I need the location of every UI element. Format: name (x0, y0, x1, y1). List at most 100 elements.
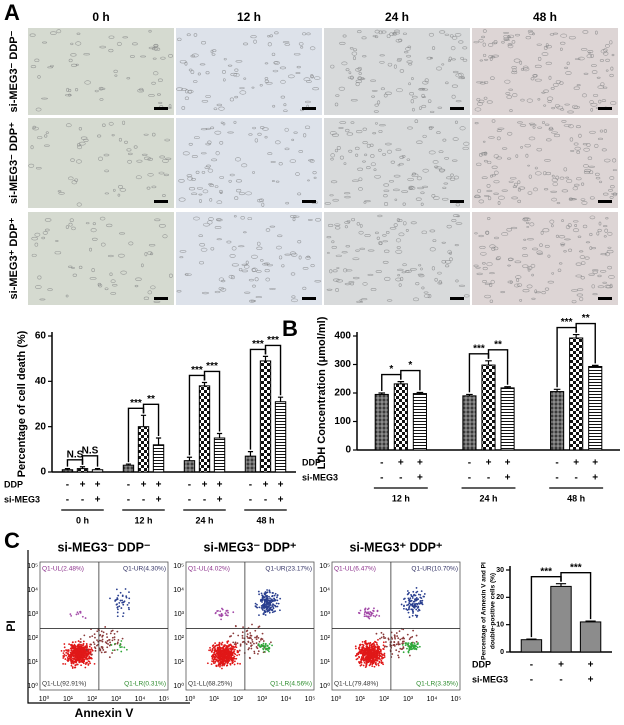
cell (75, 63, 79, 66)
cell (551, 272, 555, 275)
cell (313, 176, 317, 179)
cell (591, 70, 598, 74)
event-dot (221, 650, 224, 653)
event-dot (79, 641, 82, 643)
event-dot (77, 654, 79, 657)
cell (496, 136, 501, 141)
cell (511, 40, 516, 44)
event-dot (107, 643, 109, 645)
cell (517, 180, 521, 185)
y-tick-label: 400 (334, 331, 351, 342)
x-tick-label: 10⁵ (159, 696, 170, 703)
cell (409, 92, 414, 96)
cell (522, 217, 530, 220)
error-bar (262, 355, 269, 361)
event-dot (221, 641, 224, 644)
event-dot (397, 637, 400, 640)
cell (163, 173, 169, 177)
event-dot (220, 643, 223, 646)
cell (579, 255, 586, 259)
y-axis-label: Percentage of Annexin V and PI (481, 562, 488, 660)
error-bar (572, 333, 580, 338)
cell (127, 152, 133, 156)
event-dot (64, 663, 67, 665)
condition-sign: - (380, 458, 383, 469)
cell (397, 274, 401, 277)
cell (596, 76, 601, 79)
micrograph (28, 118, 174, 208)
cell (449, 177, 456, 181)
condition-sign: + (592, 473, 598, 484)
event-dot (77, 648, 80, 651)
cell (30, 65, 37, 69)
cell (345, 245, 351, 248)
cell (407, 177, 414, 182)
event-dot (76, 611, 79, 614)
cell (591, 247, 596, 250)
event-dot (80, 660, 83, 662)
event-dot (239, 644, 242, 647)
cell (176, 290, 182, 293)
event-dot (216, 651, 219, 654)
event-dot (128, 608, 130, 611)
cell (501, 40, 505, 44)
cell (609, 40, 613, 45)
cell (490, 76, 495, 80)
event-dot (233, 650, 236, 652)
event-dot (373, 644, 376, 647)
x-tick-label: 24 h (195, 515, 213, 525)
event-dot (271, 611, 274, 614)
event-dot (276, 599, 279, 602)
event-dot (90, 657, 93, 660)
cell (126, 77, 131, 80)
event-dot (383, 637, 386, 640)
event-dot (372, 659, 375, 662)
event-dot (69, 647, 72, 650)
cell (497, 201, 501, 205)
scale-bar (598, 200, 612, 203)
y-axis-label: Percentage of cell death (%) (16, 330, 28, 477)
cell (74, 88, 79, 92)
event-dot (226, 650, 229, 653)
cell (143, 133, 149, 136)
cell (302, 32, 307, 36)
cell (355, 249, 360, 252)
event-dot (374, 659, 377, 662)
significance-label: *** (561, 317, 573, 328)
cell (428, 126, 435, 129)
event-dot (96, 639, 98, 642)
cell (71, 226, 76, 231)
cell (238, 267, 243, 272)
cell (164, 138, 171, 142)
event-dot (276, 594, 279, 596)
event-dot (359, 652, 362, 655)
cell (199, 63, 206, 66)
cell (545, 43, 549, 48)
cell (415, 282, 420, 286)
event-dot (408, 645, 411, 648)
cell (251, 86, 255, 89)
cell (513, 182, 518, 187)
bar (91, 469, 104, 473)
event-dot (374, 645, 377, 648)
event-dot (74, 664, 77, 667)
cell (398, 232, 405, 237)
y-tick-label: 10⁵ (319, 563, 330, 570)
cell (568, 248, 573, 252)
row-label: si-MEG3⁺ DDP⁺ (8, 217, 20, 299)
cell (119, 188, 127, 192)
cell (550, 87, 555, 90)
cell (525, 35, 532, 40)
event-dot (223, 654, 225, 657)
cell (220, 121, 224, 124)
condition-sign: + (80, 480, 86, 491)
event-dot (116, 606, 119, 608)
cell (393, 64, 397, 69)
event-dot (418, 608, 420, 611)
event-dot (213, 656, 216, 659)
cell (453, 175, 459, 180)
event-dot (372, 609, 374, 612)
cell (390, 160, 396, 164)
cell (401, 154, 406, 158)
cell (528, 136, 536, 141)
